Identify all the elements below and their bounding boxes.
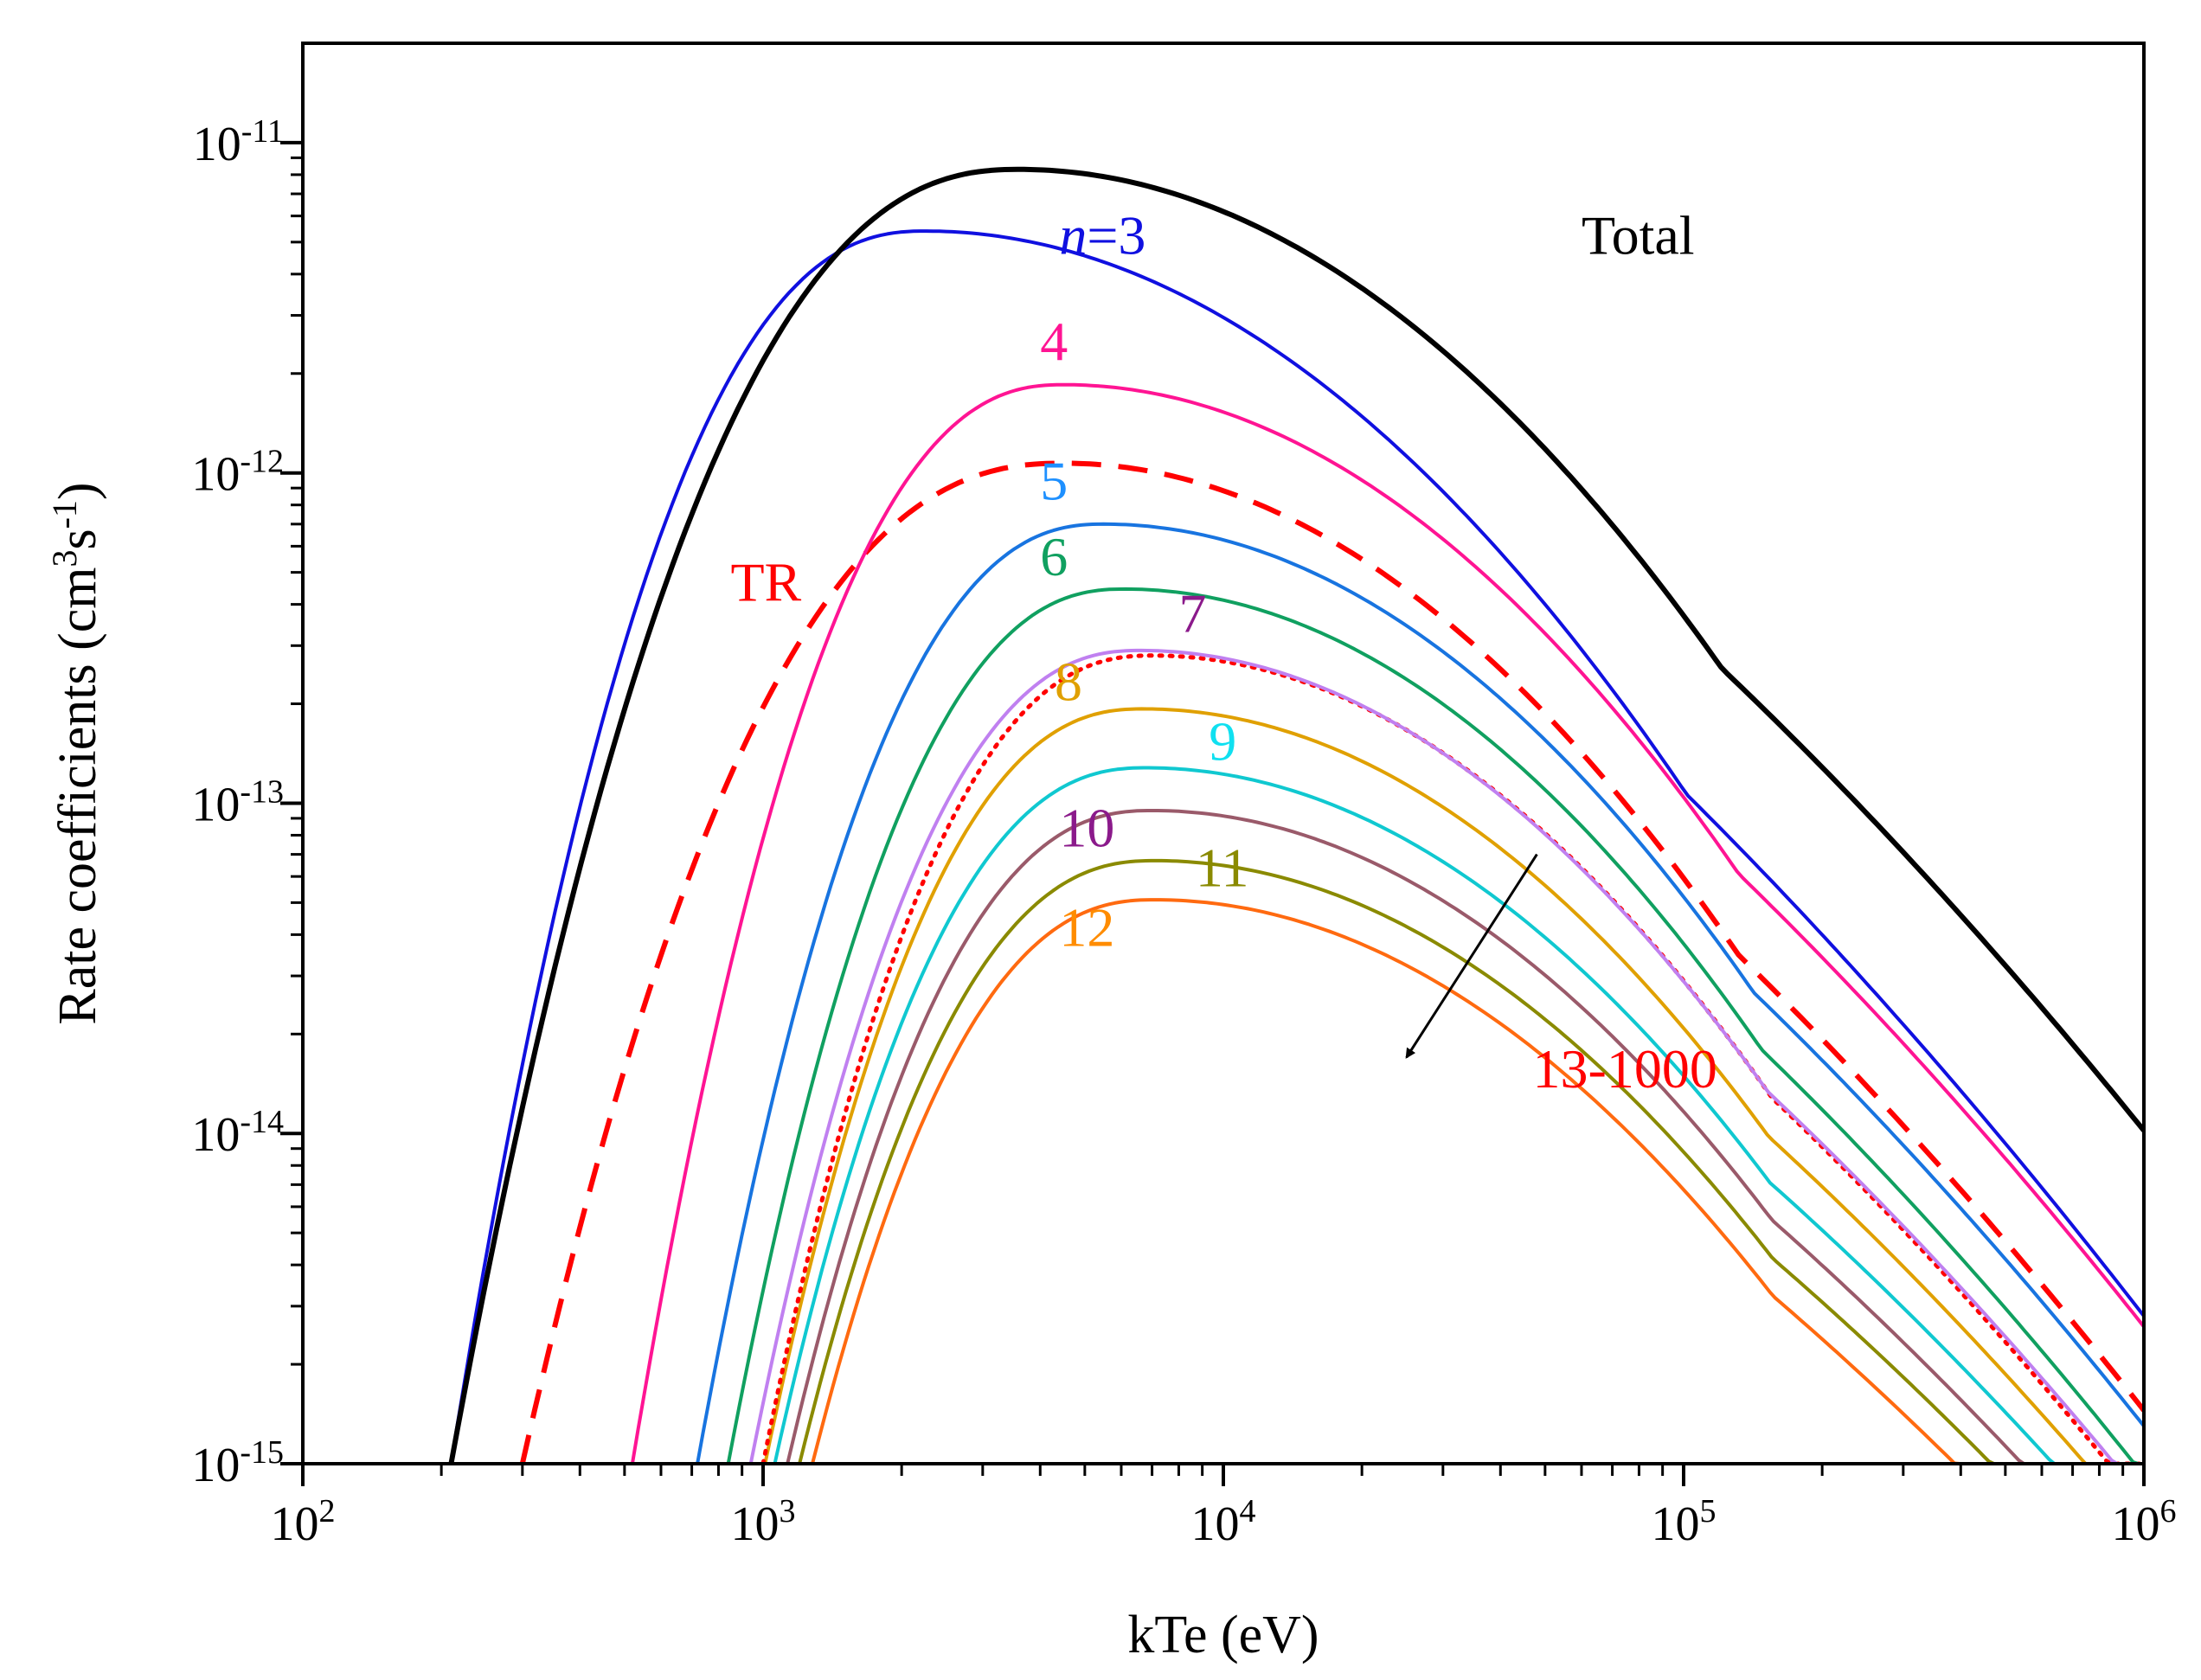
series-line-tr: [519, 460, 2144, 1464]
annotation-l5: 5: [1040, 451, 1068, 512]
annotation-l10: 10: [1059, 797, 1114, 858]
annotation-l12: 12: [1059, 896, 1114, 958]
x-tick-label: 105: [1652, 1493, 1717, 1551]
x-axis-label: kTe (eV): [1127, 1606, 1319, 1664]
series-line-6: [726, 587, 2144, 1464]
annotation-l6: 6: [1040, 526, 1068, 587]
y-axis-label-main: Rate coefficients (cm: [48, 567, 107, 1025]
series-line-5: [696, 522, 2144, 1464]
y-axis-label-mid: s: [48, 529, 107, 549]
y-tick-label: 10-15: [191, 1434, 284, 1492]
y-tick-label: 10-13: [191, 773, 284, 831]
series-line-9: [773, 766, 2144, 1464]
series-line-8: [763, 707, 2144, 1464]
y-tick-label: 10-12: [191, 444, 284, 502]
x-tick-label: 102: [271, 1493, 336, 1551]
annotation-l8: 8: [1055, 651, 1082, 712]
annotation-l11: 11: [1196, 837, 1249, 899]
series-line-12: [811, 898, 2144, 1464]
series-line-total: [448, 166, 2144, 1464]
series-line-7: [748, 648, 2144, 1464]
y-axis-label-end: ): [48, 482, 107, 500]
y-axis-label-sup2: -1: [45, 500, 84, 529]
y-axis-label-sup1: 3: [45, 550, 84, 567]
y-tick-label: 10-11: [193, 113, 284, 171]
y-axis-label: Rate coefficients (cm3s-1): [45, 482, 108, 1024]
x-tick-label: 103: [731, 1493, 796, 1551]
annotation-tr: TR: [730, 552, 801, 613]
series-line-n-3: [449, 229, 2144, 1464]
annotation-layer: Total n=3 4 5 6 7 8 9 10 11 12 TR 13-1000: [730, 205, 1717, 1100]
annotation-l7: 7: [1178, 583, 1206, 644]
series-line-10: [786, 809, 2144, 1464]
x-tick-label: 104: [1191, 1493, 1256, 1551]
annotation-n3: n=3: [1059, 205, 1145, 266]
annotation-l9: 9: [1209, 711, 1236, 773]
series-line-11: [798, 858, 2144, 1464]
series-line-4: [630, 382, 2144, 1464]
series-line-13-1000: [760, 653, 2144, 1464]
y-tick-label: 10-14: [191, 1104, 284, 1162]
annotation-total: Total: [1582, 205, 1695, 266]
annotation-n13: 13-1000: [1533, 1038, 1717, 1100]
arrow-13-1000: [1405, 853, 1538, 1059]
x-tick-label: 106: [2112, 1493, 2177, 1551]
annotation-l4: 4: [1040, 311, 1068, 372]
series-layer: [448, 166, 2144, 1464]
